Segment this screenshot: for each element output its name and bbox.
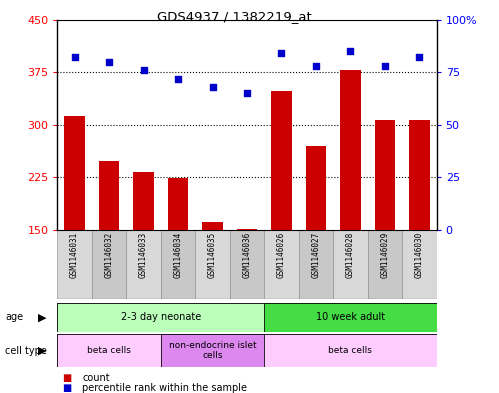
Point (415, 54, 423, 61)
Text: age: age (5, 312, 23, 322)
Point (346, 48, 354, 54)
Point (209, 84, 217, 90)
Point (277, 50, 285, 57)
Point (174, 75, 182, 82)
Bar (333, 230, 368, 299)
Bar (195, 230, 230, 299)
Bar (264, 230, 299, 299)
Text: cell type: cell type (5, 346, 47, 356)
Bar (161, 230, 195, 299)
Bar (340, 70, 361, 230)
Text: non-endocrine islet
cells: non-endocrine islet cells (169, 341, 256, 360)
Bar (271, 91, 292, 230)
Text: ▶: ▶ (38, 346, 47, 356)
Bar (92, 230, 126, 299)
Point (243, 90, 251, 96)
Bar (126, 230, 161, 299)
Text: beta cells: beta cells (328, 346, 372, 355)
Bar (237, 228, 257, 230)
Bar (99, 161, 119, 230)
Text: ■: ■ (62, 373, 72, 383)
Bar (57, 334, 161, 367)
Point (105, 59, 113, 65)
Text: beta cells: beta cells (87, 346, 131, 355)
Bar (402, 230, 437, 299)
Point (381, 63, 389, 69)
Text: ▶: ▶ (38, 312, 47, 322)
Text: GSM1146032: GSM1146032 (105, 232, 114, 278)
Text: percentile rank within the sample: percentile rank within the sample (82, 383, 248, 393)
Bar (375, 120, 395, 230)
Bar (264, 334, 437, 367)
Text: GSM1146035: GSM1146035 (208, 232, 217, 278)
Bar (264, 303, 437, 332)
Bar (133, 173, 154, 230)
Text: GSM1146031: GSM1146031 (70, 232, 79, 278)
Bar (64, 116, 85, 230)
Text: count: count (82, 373, 110, 383)
Text: 2-3 day neonate: 2-3 day neonate (121, 312, 201, 322)
Text: GSM1146030: GSM1146030 (415, 232, 424, 278)
Text: GSM1146027: GSM1146027 (311, 232, 320, 278)
Point (71, 54, 79, 61)
Point (312, 63, 320, 69)
Bar (230, 230, 264, 299)
Bar (161, 334, 264, 367)
Text: ■: ■ (62, 383, 72, 393)
Text: GSM1146033: GSM1146033 (139, 232, 148, 278)
Bar (57, 230, 92, 299)
Text: GDS4937 / 1382219_at: GDS4937 / 1382219_at (157, 10, 312, 23)
Text: GSM1146026: GSM1146026 (277, 232, 286, 278)
Bar (299, 230, 333, 299)
Bar (168, 178, 189, 230)
Text: GSM1146028: GSM1146028 (346, 232, 355, 278)
Point (140, 67, 148, 73)
Text: 10 week adult: 10 week adult (316, 312, 385, 322)
Bar (57, 303, 264, 332)
Bar (368, 230, 402, 299)
Text: GSM1146034: GSM1146034 (174, 232, 183, 278)
Text: GSM1146029: GSM1146029 (380, 232, 389, 278)
Bar (409, 120, 430, 230)
Bar (305, 146, 326, 230)
Text: GSM1146036: GSM1146036 (243, 232, 251, 278)
Bar (202, 222, 223, 230)
